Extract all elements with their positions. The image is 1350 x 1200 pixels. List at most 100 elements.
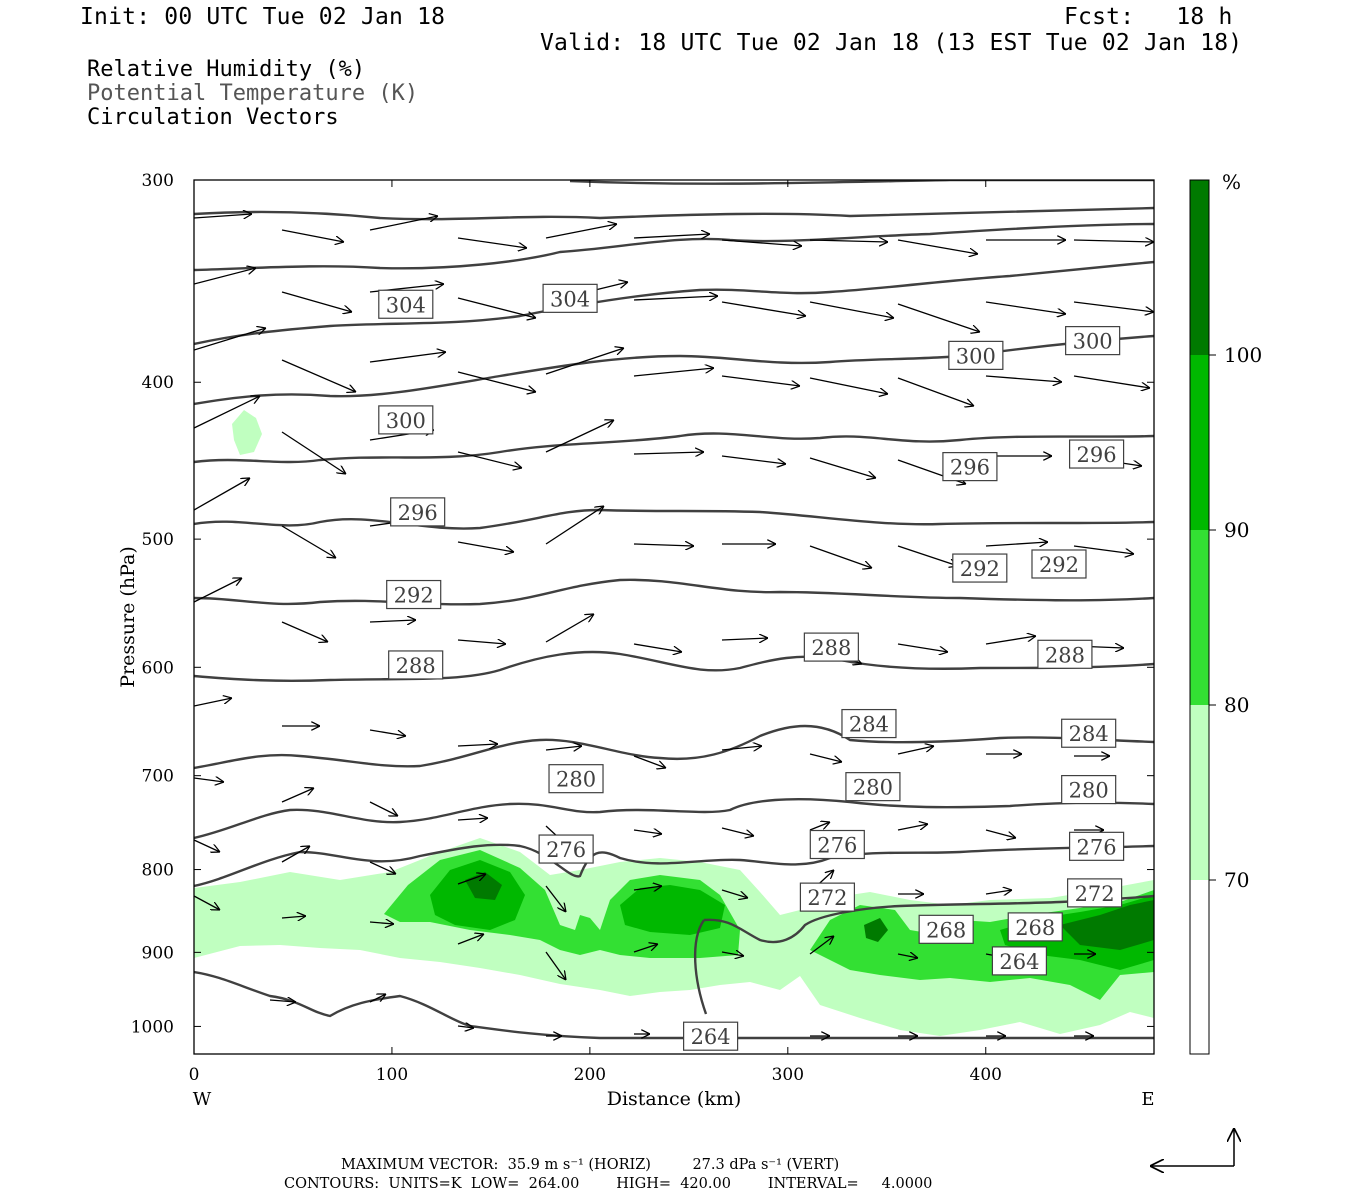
theta-contour-288 bbox=[194, 508, 1154, 530]
vector bbox=[633, 944, 658, 953]
rh-100-region-3 bbox=[864, 918, 888, 942]
vector bbox=[985, 890, 1012, 894]
vector bbox=[721, 301, 806, 316]
svg-text:292: 292 bbox=[394, 584, 434, 608]
vector bbox=[369, 216, 438, 231]
vector bbox=[457, 934, 484, 945]
contour-label: 280 bbox=[845, 772, 901, 802]
x-tick-label: 200 bbox=[574, 1065, 606, 1085]
vector bbox=[985, 636, 1036, 645]
contour-labels: 304 304 300 300 300 296 296 296 292 292 292 288 288 2… bbox=[378, 283, 1125, 1051]
legend-relative-humidity: Relative Humidity (%) bbox=[87, 57, 366, 82]
svg-text:292: 292 bbox=[960, 557, 1000, 581]
vector bbox=[369, 620, 416, 622]
contour-label: 296 bbox=[1068, 439, 1125, 469]
contour-label: 268 bbox=[918, 914, 974, 944]
contour-label: 288 bbox=[388, 650, 444, 680]
svg-text:276: 276 bbox=[1077, 835, 1117, 859]
svg-text:272: 272 bbox=[1075, 882, 1115, 906]
valid-time: Valid: 18 UTC Tue 02 Jan 18 (13 EST Tue … bbox=[540, 30, 1243, 56]
y-tick-label: 800 bbox=[142, 861, 174, 881]
contour-label: 304 bbox=[542, 283, 598, 313]
vector bbox=[809, 936, 834, 955]
theta-contour-268 bbox=[194, 843, 1154, 888]
contour-label: 296 bbox=[942, 452, 998, 482]
svg-text:296: 296 bbox=[1077, 443, 1117, 467]
vector bbox=[369, 922, 394, 924]
maximum-vector-info: MAXIMUM VECTOR: 35.9 m s⁻¹ (HORIZ) 27.3 … bbox=[341, 1157, 840, 1173]
vector bbox=[457, 451, 522, 468]
colorbar-band-80 bbox=[1190, 530, 1209, 705]
vector bbox=[721, 889, 748, 898]
contour-label: 264 bbox=[991, 946, 1048, 976]
vector bbox=[809, 457, 876, 478]
vector bbox=[457, 1026, 474, 1028]
vector bbox=[369, 729, 406, 736]
vector bbox=[721, 638, 768, 640]
vector bbox=[369, 994, 386, 1003]
vector bbox=[194, 214, 252, 218]
vector bbox=[897, 824, 928, 831]
colorbar: % 100 90 80 70 bbox=[1189, 170, 1262, 1055]
rh-100-region bbox=[465, 872, 502, 900]
svg-text:284: 284 bbox=[849, 713, 889, 737]
vector bbox=[633, 544, 694, 546]
x-tick-label: 400 bbox=[970, 1065, 1002, 1085]
vector bbox=[457, 371, 536, 392]
vector bbox=[809, 753, 842, 762]
contour-label: 264 bbox=[683, 1021, 739, 1051]
contour-label: 276 bbox=[1068, 831, 1125, 861]
vector bbox=[545, 951, 566, 980]
vector bbox=[194, 268, 256, 285]
vector bbox=[809, 301, 894, 318]
contour-label: 300 bbox=[1065, 326, 1121, 356]
y-axis-title: Pressure (hPa) bbox=[117, 546, 139, 688]
y-axis-ticks: 300 400 500 600 700 800 900 1000 bbox=[131, 171, 1154, 1037]
theta-contour-300 bbox=[194, 260, 1154, 346]
contour-label: 280 bbox=[548, 764, 604, 794]
vector bbox=[281, 431, 346, 474]
svg-text:276: 276 bbox=[546, 838, 586, 862]
vector bbox=[809, 545, 872, 568]
svg-text:268: 268 bbox=[926, 918, 966, 942]
colorbar-band-90 bbox=[1190, 355, 1209, 530]
vector bbox=[809, 822, 830, 831]
x-axis-east-label: E bbox=[1141, 1089, 1154, 1110]
colorbar-band-70 bbox=[1190, 705, 1209, 880]
theta-contour-304 bbox=[194, 222, 1154, 272]
vector bbox=[369, 861, 396, 874]
vector bbox=[545, 224, 617, 239]
circulation-vectors bbox=[194, 214, 1154, 1036]
vector bbox=[194, 698, 232, 707]
x-axis-title: Distance (km) bbox=[607, 1088, 742, 1110]
vector bbox=[1073, 545, 1134, 554]
vector bbox=[1073, 240, 1154, 242]
contour-label: 280 bbox=[1061, 774, 1117, 805]
colorbar-frame bbox=[1189, 179, 1210, 1055]
vector bbox=[985, 301, 1066, 314]
vector bbox=[194, 328, 266, 351]
vector bbox=[1073, 301, 1154, 312]
vector bbox=[457, 237, 527, 248]
contour-label: 288 bbox=[1037, 639, 1093, 669]
svg-text:264: 264 bbox=[691, 1025, 731, 1049]
theta-contour-308 bbox=[194, 206, 1154, 221]
svg-text:264: 264 bbox=[999, 950, 1039, 974]
vector bbox=[633, 830, 662, 834]
plot-frame bbox=[193, 179, 1155, 1055]
vector bbox=[457, 640, 506, 644]
legend-potential-temperature: Potential Temperature (K) bbox=[87, 81, 419, 106]
svg-text:296: 296 bbox=[950, 456, 990, 480]
vector bbox=[897, 545, 958, 566]
init-time: Init: 00 UTC Tue 02 Jan 18 bbox=[80, 4, 446, 30]
vector bbox=[457, 744, 498, 746]
vector bbox=[369, 352, 446, 363]
vector bbox=[809, 240, 888, 242]
theta-contour-272 bbox=[194, 797, 1154, 840]
colorbar-label-80: 80 bbox=[1224, 693, 1249, 717]
x-axis-west-label: W bbox=[193, 1089, 212, 1110]
theta-contour-304-upper bbox=[569, 180, 1154, 185]
x-axis-ticks: 0 100 200 300 400 bbox=[189, 180, 1002, 1085]
theta-contour-296 bbox=[194, 334, 1154, 406]
